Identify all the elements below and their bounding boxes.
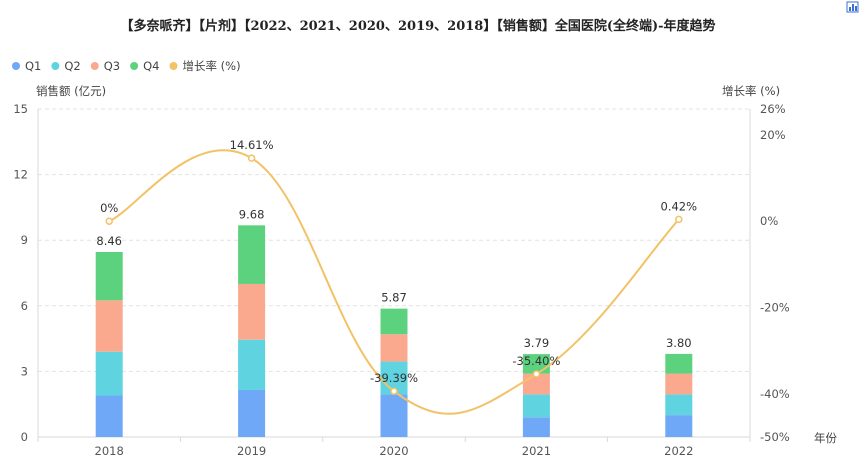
growth-rate-label: 14.61% xyxy=(230,138,274,152)
bar-q3-2020 xyxy=(380,334,408,362)
legend-label-5: 增长率 (%) xyxy=(183,59,241,73)
bar-totals: 8.46 9.68 5.87 3.79 3.80 xyxy=(96,207,691,350)
legend-marker-5 xyxy=(169,62,178,70)
bars xyxy=(95,225,693,437)
growth-rate-label: 0.42% xyxy=(661,199,698,213)
growth-line-group: 0% 14.61% -39.39% -35.40% 0.42% xyxy=(100,138,698,415)
bar-q1-2020 xyxy=(380,394,408,437)
y-left-tick-label: 15 xyxy=(13,102,28,116)
legend-label-2: Q2 xyxy=(64,59,80,73)
growth-rate-point xyxy=(532,370,541,378)
y-left-tick-label: 3 xyxy=(21,364,28,378)
growth-rate-point xyxy=(105,217,113,225)
growth-rate-label: -39.39% xyxy=(370,371,418,385)
bar-total-label: 8.46 xyxy=(96,234,122,248)
y-left-tick-label: 6 xyxy=(21,299,28,313)
bar-q3-2019 xyxy=(238,283,266,340)
bar-q1-2018 xyxy=(95,395,123,437)
bar-total-label: 5.87 xyxy=(381,291,407,305)
y-right-tick-label: -50% xyxy=(760,430,790,444)
x-tick-label: 2019 xyxy=(237,444,266,458)
x-tick-label: 2021 xyxy=(522,444,551,458)
x-axis: 2018 2019 2020 2021 2022 xyxy=(37,437,751,458)
bar-q2-2019 xyxy=(238,339,266,390)
y-left-tick-label: 0 xyxy=(21,430,28,444)
bar-q4-2020 xyxy=(380,308,408,335)
bar-q2-2022 xyxy=(665,394,693,416)
y-left-tick-label: 12 xyxy=(13,168,28,182)
bar-q1-2019 xyxy=(238,389,266,437)
growth-rate-label: 0% xyxy=(100,201,118,215)
y-right-tick-label: 26% xyxy=(760,102,786,116)
growth-rate-point xyxy=(390,387,398,395)
y-right-tick-label: 0% xyxy=(760,214,778,228)
legend-marker-3 xyxy=(90,62,99,70)
bar-total-label: 3.79 xyxy=(524,336,550,350)
bar-total-label: 3.80 xyxy=(666,336,692,350)
bar-q1-2022 xyxy=(665,415,693,437)
legend-label-1: Q1 xyxy=(25,59,41,73)
bar-q3-2022 xyxy=(665,373,693,395)
chart-title: 【多奈哌齐】【片剂】【2022、2021、2020、2019、2018】【销售额… xyxy=(120,18,715,34)
y-axis-right-title: 增长率 (%) xyxy=(722,84,780,98)
bar-q1-2021 xyxy=(522,417,550,437)
bar-q4-2019 xyxy=(238,225,266,284)
legend-label-3: Q3 xyxy=(104,59,120,73)
growth-rate-point xyxy=(675,215,683,224)
legend-marker-4 xyxy=(130,62,139,70)
x-axis-title: 年份 xyxy=(814,431,837,445)
y-right-tick-label: 20% xyxy=(760,128,786,142)
y-right-tick-label: -20% xyxy=(760,301,790,315)
y-right-tick-label: -40% xyxy=(760,387,790,401)
y-left-tick-label: 9 xyxy=(21,233,28,247)
growth-rate-line xyxy=(108,149,680,415)
bar-q3-2018 xyxy=(95,300,123,352)
x-tick-label: 2022 xyxy=(664,444,693,458)
legend[interactable]: Q1 Q2 Q3 Q4 增长率 (%) xyxy=(12,59,241,73)
y-axis-right: -50% -40% -20% 0% 20% 26% xyxy=(760,102,790,444)
bar-q4-2018 xyxy=(95,252,123,301)
x-tick-label: 2020 xyxy=(379,444,408,458)
growth-rate-label: -35.40% xyxy=(512,354,560,368)
bar-q2-2021 xyxy=(522,394,550,418)
legend-label-4: Q4 xyxy=(143,59,159,73)
bar-q4-2022 xyxy=(665,353,693,374)
toolbar-chart-icon[interactable] xyxy=(846,1,859,13)
y-axis-left-title: 销售额 (亿元) xyxy=(36,84,106,98)
y-axis-left: 0 3 6 9 12 15 xyxy=(13,102,28,444)
bar-q2-2018 xyxy=(95,351,123,396)
legend-marker-1 xyxy=(12,62,20,70)
legend-marker-2 xyxy=(51,62,60,70)
bar-total-label: 9.68 xyxy=(239,207,265,221)
x-tick-label: 2018 xyxy=(95,444,124,458)
growth-rate-point xyxy=(247,154,256,162)
